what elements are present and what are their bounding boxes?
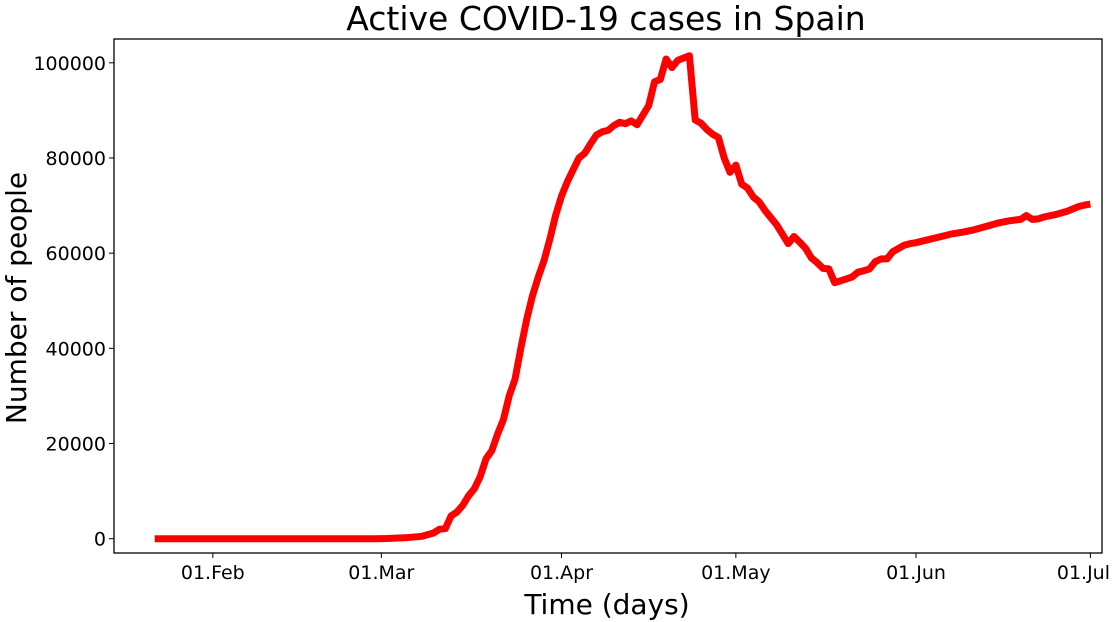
y-axis-ticks: 0 20000 40000 60000 80000 100000 — [33, 53, 114, 551]
x-tick-label: 01.Jul — [1057, 562, 1110, 584]
y-tick-label: 40000 — [46, 338, 106, 360]
x-axis-ticks: 01.Feb 01.Mar 01.Apr 01.May 01.Jun 01.Jul — [181, 553, 1110, 584]
y-tick-label: 80000 — [46, 148, 106, 170]
x-tick-label: 01.Mar — [348, 562, 414, 584]
x-tick-label: 01.Apr — [530, 562, 593, 584]
x-tick-label: 01.Jun — [886, 562, 946, 584]
x-axis-label: Time (days) — [523, 588, 689, 621]
y-tick-label: 100000 — [33, 53, 106, 75]
y-tick-label: 0 — [94, 529, 106, 551]
plot-frame — [113, 38, 1103, 554]
y-tick-label: 60000 — [46, 243, 106, 265]
chart-title: Active COVID-19 cases in Spain — [346, 0, 865, 38]
y-axis-label: Number of people — [0, 172, 33, 424]
series-layer — [154, 52, 1091, 543]
x-tick-label: 01.May — [701, 562, 771, 584]
y-tick-label: 20000 — [46, 434, 106, 456]
x-tick-label: 01.Feb — [181, 562, 245, 584]
series-line — [154, 52, 1091, 543]
